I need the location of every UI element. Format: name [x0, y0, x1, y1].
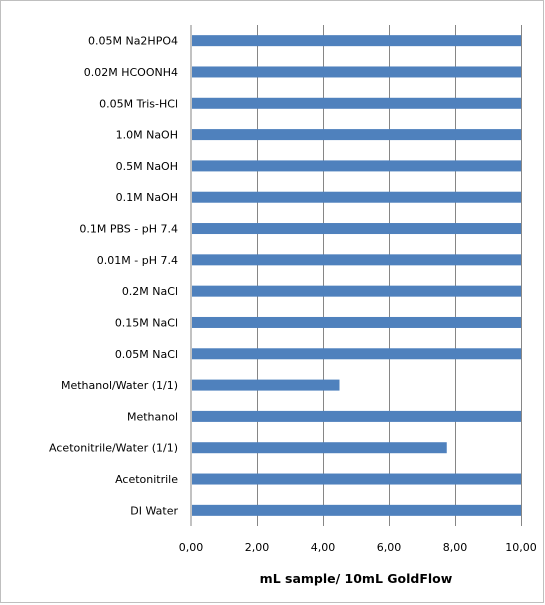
x-tick-label: 0,00 — [179, 541, 204, 554]
category-label: 0.1M PBS - pH 7.4 — [79, 223, 178, 236]
bar — [192, 35, 521, 47]
bar — [192, 191, 521, 203]
category-label: 0.05M Na2HPO4 — [88, 35, 178, 48]
category-label: 0.2M NaCl — [122, 285, 178, 298]
bar — [192, 348, 521, 360]
category-label: 1.0M NaOH — [116, 129, 178, 142]
x-tick-label: 2,00 — [245, 541, 270, 554]
bar — [192, 473, 521, 485]
x-tick-label: 4,00 — [311, 541, 336, 554]
category-label: Methanol — [127, 410, 178, 423]
category-label: DI Water — [130, 504, 178, 517]
category-label: 0.02M HCOONH4 — [84, 66, 178, 79]
category-label: 0.15M NaCl — [115, 316, 178, 329]
bar — [192, 410, 521, 422]
category-label: Acetonitrile — [115, 473, 178, 486]
x-axis-title: mL sample/ 10mL GoldFlow — [260, 571, 453, 586]
bar — [192, 97, 521, 109]
category-label: 0.5M NaOH — [116, 160, 178, 173]
bar — [192, 66, 521, 78]
x-tick-label: 8,00 — [443, 541, 468, 554]
bar — [192, 129, 521, 141]
bar — [192, 504, 521, 516]
bar — [192, 316, 521, 328]
category-label: 0.01M - pH 7.4 — [97, 254, 178, 267]
bar — [192, 160, 521, 172]
category-label: 0.1M NaOH — [116, 191, 178, 204]
bar — [192, 379, 340, 391]
bar — [192, 442, 447, 454]
x-tick-label: 6,00 — [377, 541, 402, 554]
category-label: 0.05M Tris-HCl — [99, 97, 178, 110]
bar — [192, 285, 521, 297]
category-label: Acetonitrile/Water (1/1) — [49, 442, 178, 455]
bar — [192, 254, 521, 266]
category-label: 0.05M NaCl — [115, 348, 178, 361]
x-tick-label: 10,00 — [505, 541, 537, 554]
category-label: Methanol/Water (1/1) — [61, 379, 178, 392]
bar — [192, 223, 521, 235]
